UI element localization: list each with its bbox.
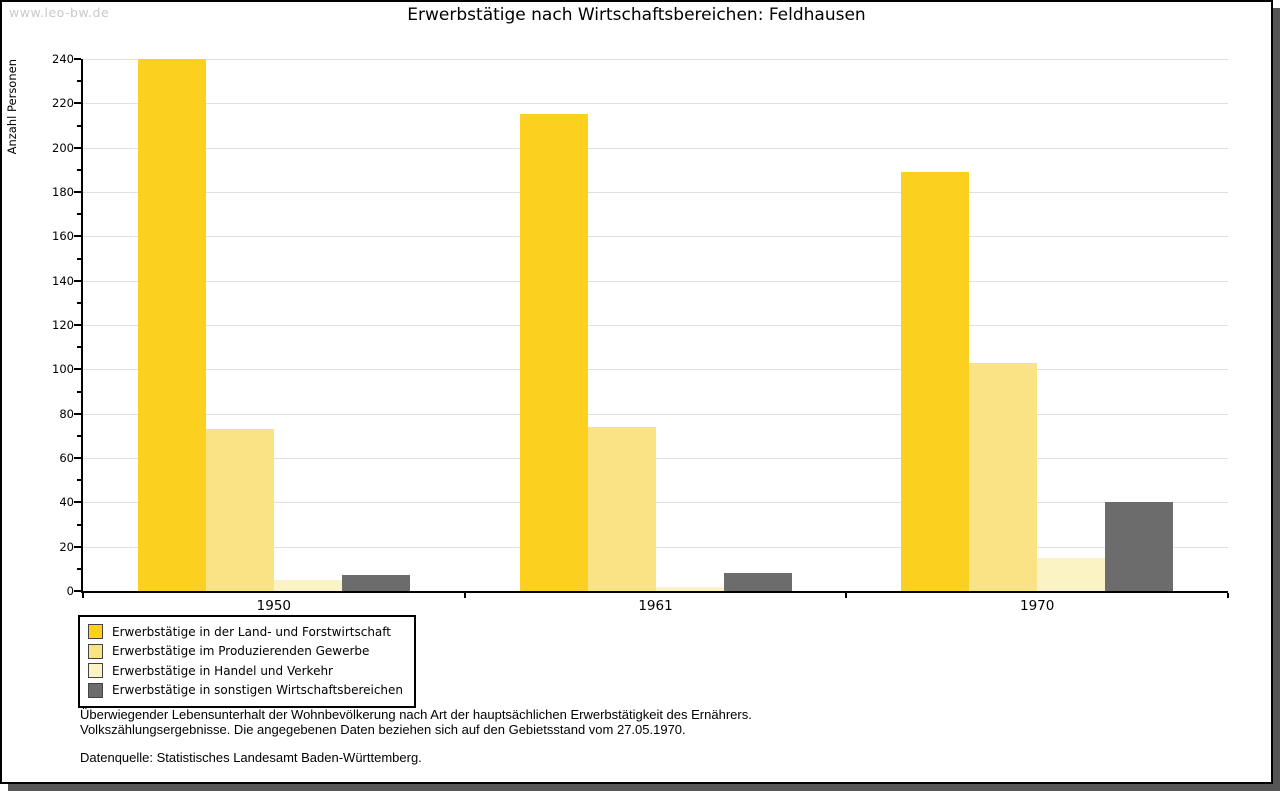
y-tick-label-140: 140	[52, 273, 74, 288]
y-major-tick-40	[74, 501, 81, 504]
bar-1950-series-4	[341, 575, 410, 591]
y-minor-tick-70	[77, 434, 81, 437]
y-minor-tick-170	[77, 213, 81, 216]
gridline-y-120	[83, 325, 1228, 326]
drop-shadow-right	[1273, 8, 1280, 791]
legend-item-4: Erwerbstätige in sonstigen Wirtschaftsbe…	[88, 681, 403, 701]
legend-swatch-4	[88, 682, 103, 698]
x-boundary-tick-2	[845, 593, 848, 598]
y-minor-tick-150	[77, 257, 81, 260]
y-tick-label-100: 100	[52, 362, 74, 377]
gridline-y-220	[83, 103, 1228, 105]
gridline-y-80	[83, 413, 1228, 415]
y-minor-tick-110	[77, 346, 81, 349]
y-minor-tick-210	[77, 124, 81, 127]
y-major-tick-100	[74, 368, 81, 371]
y-minor-tick-10	[77, 567, 81, 570]
gridline-y-160	[83, 236, 1228, 238]
x-category-label-1970: 1970	[1019, 598, 1055, 614]
y-tick-label-160: 160	[52, 229, 74, 244]
gridline-y-200	[83, 147, 1228, 149]
y-minor-tick-130	[77, 301, 81, 304]
legend: Erwerbstätige in der Land- und Forstwirt…	[78, 615, 417, 708]
y-tick-label-180: 180	[52, 185, 74, 199]
x-category-label-1950: 1950	[256, 598, 292, 614]
y-minor-tick-50	[77, 479, 81, 482]
legend-item-1: Erwerbstätige in der Land- und Forstwirt…	[88, 622, 403, 642]
bar-1961-series-1	[519, 114, 588, 591]
x-category-label-1961: 1961	[638, 598, 673, 614]
legend-label-2: Erwerbstätige im Produzierenden Gewerbe	[112, 644, 370, 659]
y-tick-label-240: 240	[52, 52, 74, 66]
y-major-tick-220	[74, 102, 81, 105]
y-minor-tick-230	[77, 80, 81, 83]
y-minor-tick-30	[77, 523, 81, 526]
data-source-note: Datenquelle: Statistisches Landesamt Bad…	[80, 750, 422, 765]
bar-1950-series-1	[137, 59, 206, 591]
chart-title: Erwerbstätige nach Wirtschaftsbereichen:…	[407, 5, 866, 25]
legend-swatch-3	[88, 663, 103, 679]
y-tick-label-20: 20	[59, 539, 74, 554]
watermark: www.leo-bw.de	[9, 5, 110, 20]
plot-area: 0 20 40 60 80 100 120 140 160 180 200 220 240 1950 196…	[52, 52, 1229, 614]
y-tick-label-200: 200	[52, 140, 74, 155]
gridline-y-180	[83, 192, 1228, 193]
y-major-tick-180	[74, 191, 81, 193]
legend-label-1: Erwerbstätige in der Land- und Forstwirt…	[112, 624, 391, 639]
x-boundary-tick-1	[463, 593, 466, 598]
gridline-y-60	[83, 458, 1228, 459]
gridline-y-140	[83, 280, 1228, 282]
legend-label-4: Erwerbstätige in sonstigen Wirtschaftsbe…	[112, 683, 404, 698]
bar-1970-series-4	[1105, 502, 1174, 591]
bar-1961-series-4	[723, 573, 792, 591]
gridline-y-40	[83, 502, 1228, 504]
bar-1970-series-2	[969, 362, 1038, 591]
bar-1950-series-2	[205, 429, 274, 591]
y-tick-label-80: 80	[59, 406, 74, 421]
y-tick-label-60: 60	[59, 451, 74, 465]
y-tick-label-120: 120	[52, 318, 74, 332]
bar-1970-series-1	[901, 172, 970, 591]
gridline-y-20	[83, 546, 1228, 548]
footnote-line-2: Volkszählungsergebnisse. Die angegebenen…	[80, 721, 686, 737]
y-minor-tick-90	[77, 390, 81, 393]
legend-item-3: Erwerbstätige in Handel und Verkehr	[88, 661, 403, 681]
legend-item-2: Erwerbstätige im Produzierenden Gewerbe	[88, 642, 403, 662]
y-major-tick-80	[74, 412, 81, 415]
y-tick-label-40: 40	[59, 495, 74, 510]
y-major-tick-160	[74, 235, 81, 238]
bar-1950-series-3	[273, 579, 342, 591]
y-major-tick-240	[74, 58, 81, 60]
drop-shadow-bottom	[8, 784, 1280, 791]
y-tick-label-220: 220	[52, 96, 74, 111]
gridline-y-240	[83, 59, 1228, 60]
y-major-tick-60	[74, 457, 81, 459]
x-boundary-tick-3	[1227, 593, 1229, 598]
footnote-line-1: Überwiegender Lebensunterhalt der Wohnbe…	[80, 707, 752, 722]
bar-1970-series-3	[1037, 557, 1106, 591]
footnote: Überwiegender Lebensunterhalt der Wohnbe…	[80, 707, 752, 737]
y-major-tick-20	[74, 545, 81, 548]
bar-1961-series-2	[587, 426, 656, 591]
bar-1961-series-3	[655, 586, 724, 591]
y-major-tick-140	[74, 279, 81, 282]
y-axis-label: Anzahl Personen	[5, 59, 19, 155]
legend-swatch-1	[88, 624, 103, 640]
y-tick-label-0: 0	[66, 584, 74, 598]
y-major-tick-120	[74, 324, 81, 326]
y-minor-tick-190	[77, 168, 81, 171]
legend-swatch-2	[88, 643, 103, 659]
x-boundary-tick-0	[82, 593, 84, 598]
y-major-tick-0	[74, 590, 81, 592]
legend-label-3: Erwerbstätige in Handel und Verkehr	[112, 663, 333, 678]
gridline-y-100	[83, 369, 1228, 371]
y-major-tick-200	[74, 146, 81, 149]
